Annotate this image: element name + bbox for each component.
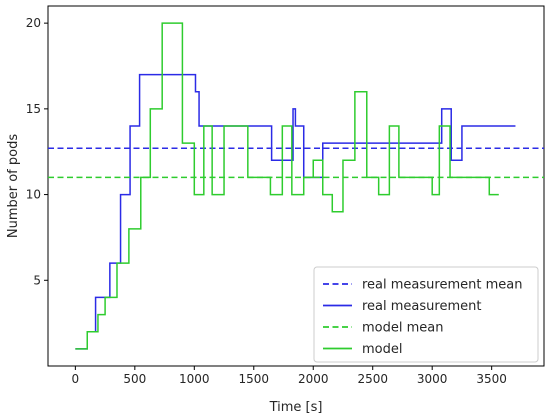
y-tick-label: 10	[26, 188, 41, 202]
y-tick-label: 15	[26, 102, 41, 116]
y-tick-label: 5	[33, 273, 41, 287]
x-axis-label: Time [s]	[269, 400, 323, 415]
legend-label: model	[362, 342, 402, 357]
legend-label: real measurement mean	[362, 278, 522, 293]
x-tick-label: 500	[123, 372, 146, 386]
y-axis-label: Number of pods	[6, 134, 21, 238]
legend: real measurement mean real measurement mod…	[313, 266, 539, 363]
legend-box	[313, 266, 539, 363]
series-layer	[48, 22, 544, 350]
x-tick-label: 1500	[239, 372, 270, 386]
x-tick-label: 2000	[298, 372, 329, 386]
x-tick-label: 1000	[179, 372, 210, 386]
x-tick-label: 3500	[476, 372, 507, 386]
x-tick-label: 0	[72, 372, 80, 386]
legend-label: real measurement	[362, 299, 481, 314]
x-tick-label: 3000	[417, 372, 448, 386]
series-line-2	[75, 73, 516, 350]
axes: 0 500 1000 1500 2000 2500 3000 3500 5 10 15 20	[26, 16, 507, 386]
x-tick-label: 2500	[357, 372, 388, 386]
series-line-4	[75, 22, 499, 350]
legend-label: model mean	[362, 321, 443, 336]
y-tick-label: 20	[26, 16, 41, 30]
